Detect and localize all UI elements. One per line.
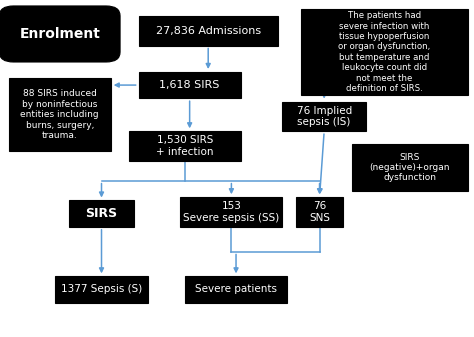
- Text: Enrolment: Enrolment: [19, 27, 100, 41]
- FancyBboxPatch shape: [0, 6, 120, 62]
- Text: 153
Severe sepsis (SS): 153 Severe sepsis (SS): [183, 201, 280, 223]
- Text: 1,530 SIRS
+ infection: 1,530 SIRS + infection: [156, 135, 214, 157]
- FancyBboxPatch shape: [138, 72, 241, 98]
- Text: SIRS: SIRS: [85, 207, 118, 220]
- Text: The patients had
severe infection with
tissue hypoperfusion
or organ dysfunction: The patients had severe infection with t…: [338, 11, 430, 93]
- Text: Severe patients: Severe patients: [195, 284, 277, 295]
- FancyBboxPatch shape: [296, 197, 343, 227]
- FancyBboxPatch shape: [301, 9, 468, 95]
- FancyBboxPatch shape: [138, 16, 278, 45]
- Text: 1,618 SIRS: 1,618 SIRS: [159, 80, 220, 90]
- Text: 76 Implied
sepsis (IS): 76 Implied sepsis (IS): [297, 105, 352, 127]
- Text: 76
SNS: 76 SNS: [309, 201, 330, 223]
- FancyBboxPatch shape: [69, 201, 134, 227]
- FancyBboxPatch shape: [185, 276, 287, 303]
- FancyBboxPatch shape: [9, 79, 111, 151]
- Text: 88 SIRS induced
by noninfectious
entities including
burns, surgery,
trauma.: 88 SIRS induced by noninfectious entitie…: [20, 89, 99, 140]
- FancyBboxPatch shape: [352, 145, 468, 190]
- Text: SIRS
(negative)+organ
dysfunction: SIRS (negative)+organ dysfunction: [370, 153, 450, 182]
- FancyBboxPatch shape: [181, 197, 283, 227]
- FancyBboxPatch shape: [129, 131, 241, 161]
- Text: 27,836 Admissions: 27,836 Admissions: [155, 26, 261, 36]
- Text: 1377 Sepsis (S): 1377 Sepsis (S): [61, 284, 142, 295]
- FancyBboxPatch shape: [283, 101, 366, 131]
- FancyBboxPatch shape: [55, 276, 148, 303]
